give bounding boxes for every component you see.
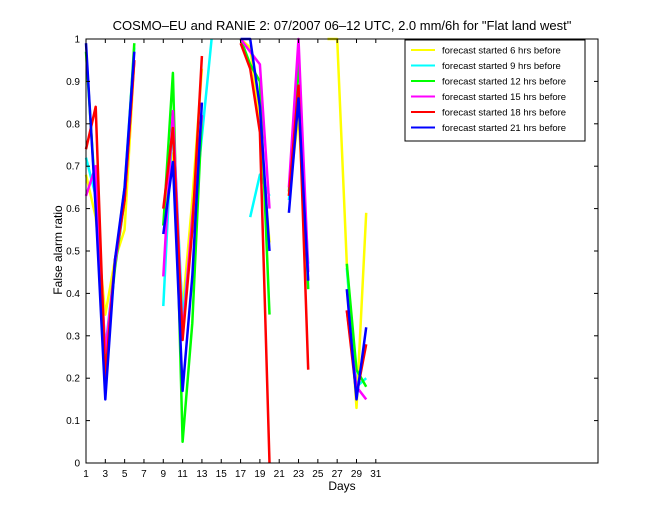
series-line — [345, 263, 368, 388]
legend-label: forecast started 12 hrs before — [442, 77, 566, 88]
y-tick-label: 1 — [74, 35, 80, 46]
y-tick-label: 0.4 — [66, 289, 80, 300]
y-axis-label: False alarm ratio — [51, 205, 65, 295]
y-tick-label: 0.1 — [66, 416, 80, 427]
series-line — [84, 60, 136, 316]
series-line — [239, 38, 271, 209]
x-tick-label: 1 — [83, 469, 89, 480]
series-line — [162, 71, 204, 444]
y-axis: 0 0.1 0.2 0.3 0.4 0.5 0.6 0.7 0.8 0.9 1 — [66, 35, 598, 470]
series-line — [287, 97, 310, 281]
legend-item: forecast started 18 hrs before — [411, 108, 566, 119]
x-tick-label: 25 — [312, 469, 324, 480]
y-tick-label: 0.8 — [66, 119, 80, 130]
x-tick-label: 9 — [161, 469, 167, 480]
y-tick-label: 0 — [74, 459, 80, 470]
legend-item: forecast started 12 hrs before — [411, 77, 566, 88]
legend-label: forecast started 9 hrs before — [442, 61, 561, 72]
y-tick-label: 0.7 — [66, 162, 80, 173]
x-tick-label: 27 — [332, 469, 344, 480]
x-tick-label: 19 — [254, 469, 266, 480]
x-tick-label: 5 — [122, 469, 128, 480]
x-tick-label: 3 — [103, 469, 109, 480]
x-tick-label: 17 — [235, 469, 247, 480]
legend-item: forecast started 9 hrs before — [411, 61, 561, 72]
legend-label: forecast started 15 hrs before — [442, 92, 566, 103]
x-tick-label: 31 — [370, 469, 382, 480]
x-tick-label: 21 — [274, 469, 286, 480]
x-tick-label: 11 — [177, 469, 188, 480]
legend-label: forecast started 6 hrs before — [442, 46, 561, 57]
legend-label: forecast started 18 hrs before — [442, 108, 566, 119]
series-line — [84, 43, 136, 401]
y-tick-label: 0.6 — [66, 204, 80, 215]
legend-label: forecast started 21 hrs before — [442, 123, 566, 134]
series-line — [287, 84, 310, 370]
legend-box — [404, 39, 586, 142]
legend: forecast started 6 hrs before forecast st… — [404, 39, 586, 142]
x-tick-label: 13 — [196, 469, 208, 480]
y-tick-label: 0.9 — [66, 77, 80, 88]
x-tick-label: 29 — [351, 469, 363, 480]
x-axis-label: Days — [328, 479, 355, 493]
y-tick-label: 0.5 — [66, 247, 80, 258]
legend-item: forecast started 6 hrs before — [411, 46, 561, 57]
x-tick-label: 7 — [141, 469, 147, 480]
series-line — [162, 102, 204, 393]
x-tick-label: 23 — [293, 469, 305, 480]
series-line — [162, 55, 204, 342]
x-axis: 1 3 5 7 9 11 13 15 17 19 21 23 25 27 29 31 — [83, 39, 382, 480]
x-tick-label: 15 — [216, 469, 228, 480]
y-tick-label: 0.2 — [66, 374, 80, 385]
chart-title: COSMO–EU and RANIE 2: 07/2007 06–12 UTC,… — [113, 18, 572, 33]
series-line — [239, 42, 271, 464]
legend-item: forecast started 15 hrs before — [411, 92, 566, 103]
y-tick-label: 0.3 — [66, 331, 80, 342]
series-line — [345, 289, 368, 401]
legend-item: forecast started 21 hrs before — [411, 123, 566, 134]
